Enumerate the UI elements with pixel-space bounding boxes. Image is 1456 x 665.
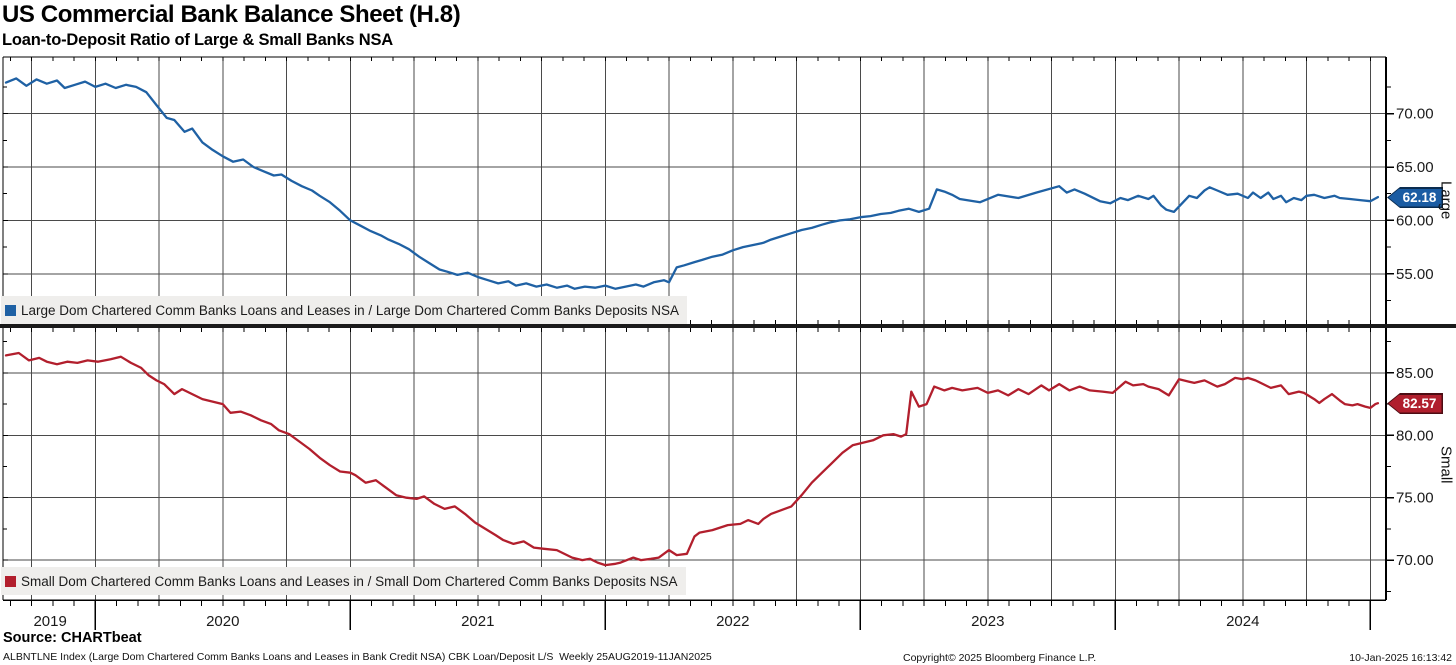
large-series-line (4, 77, 1380, 290)
svg-text:2021: 2021 (461, 613, 494, 630)
small-last-value-badge: 82.57 (1387, 393, 1443, 414)
right-axis-title-small: Small (1437, 446, 1455, 484)
svg-text:2022: 2022 (716, 613, 749, 630)
chart-grid (3, 57, 1386, 600)
timestamp-label: 10-Jan-2025 16:13:42 (1349, 652, 1452, 664)
source-label: Source: CHARTbeat (3, 630, 142, 646)
panel-separator (0, 324, 1456, 328)
svg-text:65.00: 65.00 (1396, 159, 1434, 176)
page-subtitle: Loan-to-Deposit Ratio of Large & Small B… (2, 31, 394, 49)
svg-text:80.00: 80.00 (1396, 427, 1434, 444)
page-title: US Commercial Bank Balance Sheet (H.8) (2, 1, 461, 28)
svg-text:2019: 2019 (33, 613, 66, 630)
small-series-line (4, 351, 1380, 567)
legend-large-series[interactable]: Large Dom Chartered Comm Banks Loans and… (1, 296, 688, 324)
svg-text:70.00: 70.00 (1396, 106, 1434, 123)
legend-swatch-small-icon (5, 575, 16, 587)
legend-swatch-large-icon (5, 304, 16, 316)
legend-small-series[interactable]: Small Dom Chartered Comm Banks Loans and… (1, 567, 686, 595)
large-badge-shape: 62.18 (1387, 187, 1443, 208)
right-axis-title-large: Large (1437, 180, 1455, 220)
svg-text:60.00: 60.00 (1396, 212, 1434, 229)
axes (2, 56, 1394, 630)
copyright-label: Copyright© 2025 Bloomberg Finance L.P. (903, 652, 1097, 664)
svg-text:75.00: 75.00 (1396, 490, 1434, 507)
large-badge-value: 62.18 (1388, 188, 1442, 207)
svg-text:2020: 2020 (206, 613, 239, 630)
svg-text:85.00: 85.00 (1396, 365, 1434, 382)
svg-text:55.00: 55.00 (1396, 266, 1434, 283)
legend-small-label: Small Dom Chartered Comm Banks Loans and… (21, 573, 678, 589)
large-last-value-badge: 62.18 (1387, 187, 1443, 208)
x-year-labels: 2019 2020 2021 2022 2023 2024 (33, 613, 1259, 630)
svg-text:2024: 2024 (1226, 613, 1259, 630)
svg-text:2023: 2023 (971, 613, 1004, 630)
small-badge-value: 82.57 (1388, 394, 1442, 413)
small-badge-shape: 82.57 (1387, 393, 1443, 414)
legend-large-label: Large Dom Chartered Comm Banks Loans and… (21, 302, 680, 318)
svg-text:70.00: 70.00 (1396, 552, 1434, 569)
index-detail-label: ALBNTLNE Index (Large Dom Chartered Comm… (3, 651, 712, 663)
y-tick-labels: 55.00 60.00 65.00 70.00 70.00 75.00 80.00 85.00 (1396, 106, 1434, 569)
